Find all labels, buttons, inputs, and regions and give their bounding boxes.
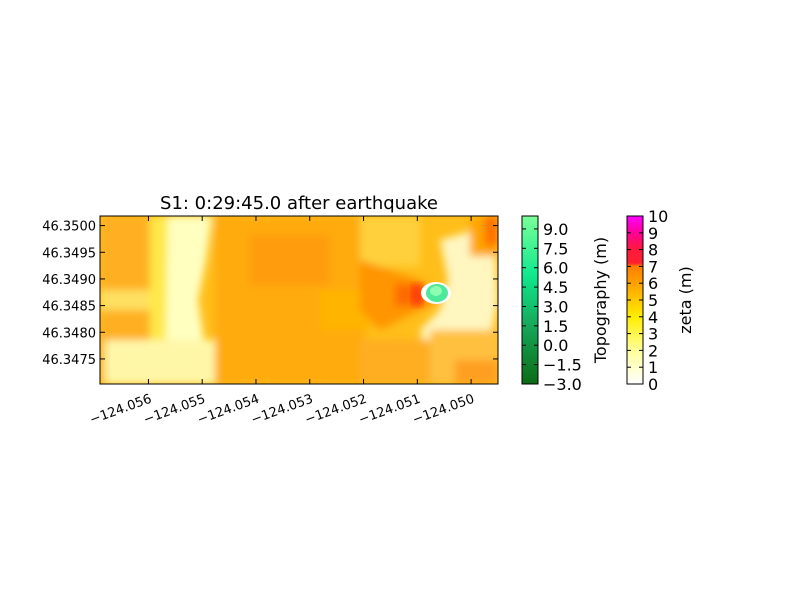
y-tick-label: 46.3490 [42, 273, 96, 288]
zeta-tick-label: 6 [648, 274, 658, 293]
zeta-tick-label: 0 [648, 375, 658, 394]
zeta-tick-label: 8 [648, 241, 658, 260]
zeta-tick-label: 7 [648, 257, 658, 276]
topography-tick-label: 3.0 [543, 297, 568, 316]
chart-title: S1: 0:29:45.0 after earthquake [160, 193, 438, 214]
y-tick-label: 46.3500 [42, 220, 96, 235]
topography-tick-label: 6.0 [543, 259, 568, 278]
topography-tick-label: 1.5 [543, 317, 568, 336]
zeta-tick-label: 2 [648, 341, 658, 360]
y-tick-label: 46.3485 [42, 300, 96, 315]
y-axis: 46.3475 46.3480 46.3485 46.3490 46.3495 46.35… [42, 220, 498, 368]
plot-frame [99, 215, 499, 385]
plot-area: −124.056−124.055−124.054−124.053−124.052… [42, 215, 499, 428]
zeta-colorbar-label: zeta (m) [676, 266, 695, 333]
zeta-tick-label: 5 [648, 291, 658, 310]
topography-tick-label: −1.5 [543, 356, 582, 375]
zeta-tick-label: 3 [648, 325, 658, 344]
topography-tick-label: 0.0 [543, 336, 568, 355]
zeta-tick-label: 9 [648, 224, 658, 243]
topography-tick-label: 9.0 [543, 220, 568, 239]
topography-tick-label: −3.0 [543, 375, 582, 394]
y-tick-label: 46.3480 [42, 326, 96, 341]
zeta-tick-label: 10 [648, 207, 668, 226]
zeta-tick-label: 4 [648, 308, 658, 327]
topography-colorbar: 9.07.56.04.53.01.50.0−1.5−3.0 Topography… [521, 215, 610, 394]
zeta-tick-label: 1 [648, 358, 658, 377]
y-tick-label: 46.3495 [42, 246, 96, 261]
y-tick-label: 46.3475 [42, 353, 96, 368]
topography-tick-label: 7.5 [543, 239, 568, 258]
topography-tick-label: 4.5 [543, 278, 568, 297]
x-tick-label: −124.050 [411, 392, 477, 428]
zeta-field [100, 216, 498, 384]
topography-colorbar-label: Topography (m) [591, 237, 610, 364]
